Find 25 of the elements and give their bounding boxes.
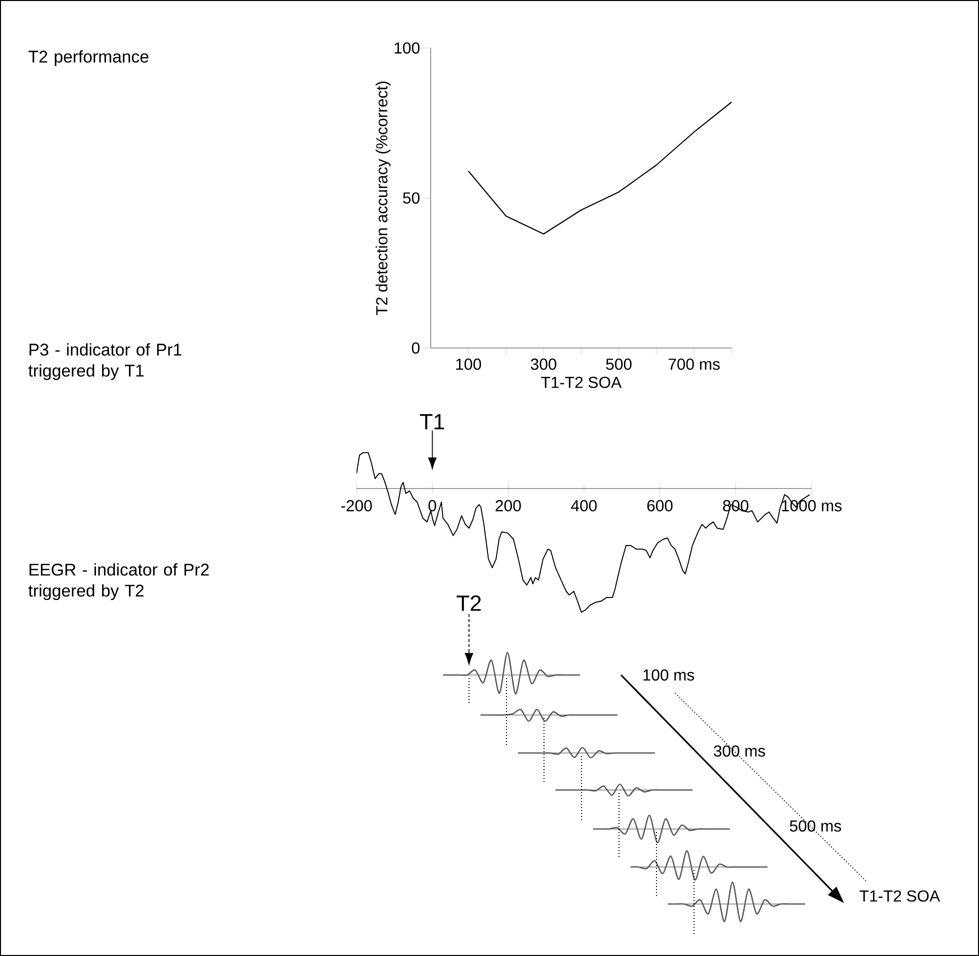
x-tick-label: 600 [647, 500, 673, 512]
y-axis-title: T2 detection accuracy (%correct) [376, 82, 391, 316]
text: T1-T2 SOA [860, 890, 940, 902]
x-tick-label: 0 [428, 500, 436, 512]
x-tick-label: 700 ms [668, 358, 720, 370]
text: P3 - indicator of Pr1 triggered by T1 [28, 343, 182, 380]
y-tick-label: 0 [412, 342, 420, 354]
x-tick-label: 200 [496, 500, 521, 512]
x-axis-title: T1-T2 SOA [541, 376, 622, 388]
text: 100 ms [643, 669, 694, 681]
x-tick-label: 1000 ms [782, 500, 842, 512]
x-tick-label: -200 [341, 500, 372, 512]
annotation: T2 [456, 595, 481, 611]
text: EEGR - indicator of Pr2 triggered by T2 [28, 563, 209, 600]
y-tick-label: 50 [403, 192, 420, 204]
x-tick-label: 400 [571, 500, 597, 512]
y-tick-label: 100 [394, 42, 420, 54]
x-tick-label: 800 [723, 500, 748, 512]
x-tick-label: 100 [456, 358, 482, 370]
text: 300 ms [714, 745, 766, 757]
x-tick-label: 500 [606, 358, 632, 370]
text: T2 performance [28, 50, 148, 66]
text: 500 ms [790, 820, 842, 832]
annotation: T1 [420, 414, 444, 430]
x-tick-label: 300 [530, 358, 556, 370]
